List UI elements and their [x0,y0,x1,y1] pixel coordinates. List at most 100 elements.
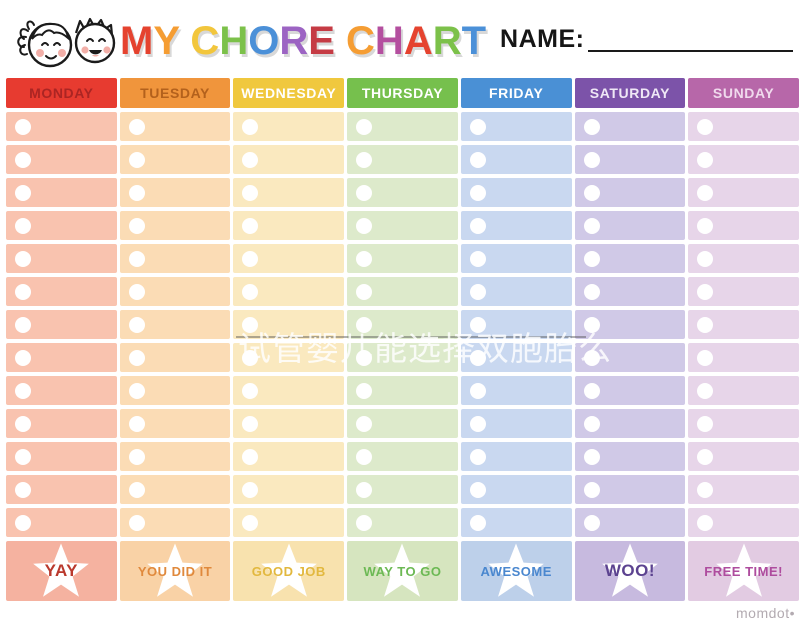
checkbox-circle[interactable] [583,250,600,267]
checkbox-circle[interactable] [128,481,145,498]
checkbox-circle[interactable] [469,184,486,201]
name-input-line[interactable] [588,28,793,52]
checkbox-circle[interactable] [242,448,259,465]
checkbox-circle[interactable] [128,382,145,399]
checkbox-circle[interactable] [128,118,145,135]
checkbox-circle[interactable] [697,481,714,498]
checkbox-circle[interactable] [15,217,31,234]
checkbox-circle[interactable] [697,316,714,333]
checkbox-circle[interactable] [15,151,31,168]
checkbox-circle[interactable] [583,349,600,366]
checkbox-circle[interactable] [583,217,600,234]
checkbox-circle[interactable] [469,217,486,234]
checkbox-circle[interactable] [583,151,600,168]
checkbox-circle[interactable] [242,283,259,300]
checkbox-circle[interactable] [469,514,486,531]
checkbox-circle[interactable] [128,448,145,465]
checkbox-circle[interactable] [697,382,714,399]
checkbox-circle[interactable] [469,481,486,498]
checkbox-circle[interactable] [356,250,373,267]
checkbox-circle[interactable] [583,514,600,531]
checkbox-circle[interactable] [469,316,486,333]
checkbox-circle[interactable] [469,151,486,168]
chore-cell [688,508,799,537]
checkbox-circle[interactable] [697,349,714,366]
checkbox-circle[interactable] [242,217,259,234]
checkbox-circle[interactable] [469,250,486,267]
checkbox-circle[interactable] [128,415,145,432]
checkbox-circle[interactable] [128,283,145,300]
reward-cell-thursday: WAY TO GO [347,541,458,601]
checkbox-circle[interactable] [697,514,714,531]
checkbox-circle[interactable] [15,481,31,498]
checkbox-circle[interactable] [356,316,373,333]
checkbox-circle[interactable] [583,382,600,399]
chore-cell [233,211,345,240]
checkbox-circle[interactable] [15,415,31,432]
checkbox-circle[interactable] [469,349,486,366]
chore-cell [119,442,231,471]
checkbox-circle[interactable] [356,151,373,168]
checkbox-circle[interactable] [356,415,373,432]
checkbox-circle[interactable] [242,481,259,498]
checkbox-circle[interactable] [242,118,259,135]
checkbox-circle[interactable] [15,349,31,366]
checkbox-circle[interactable] [15,184,31,201]
checkbox-circle[interactable] [128,349,145,366]
checkbox-circle[interactable] [128,250,145,267]
checkbox-circle[interactable] [697,250,714,267]
checkbox-circle[interactable] [356,514,373,531]
checkbox-circle[interactable] [469,448,486,465]
checkbox-circle[interactable] [697,283,714,300]
checkbox-circle[interactable] [583,448,600,465]
checkbox-circle[interactable] [356,184,373,201]
checkbox-circle[interactable] [356,217,373,234]
checkbox-circle[interactable] [242,349,259,366]
checkbox-circle[interactable] [15,448,31,465]
checkbox-circle[interactable] [356,448,373,465]
checkbox-circle[interactable] [583,184,600,201]
checkbox-circle[interactable] [583,118,600,135]
chore-cell [119,310,231,339]
checkbox-circle[interactable] [697,184,714,201]
checkbox-circle[interactable] [128,316,145,333]
checkbox-circle[interactable] [356,481,373,498]
checkbox-circle[interactable] [583,481,600,498]
chore-cell [574,112,686,141]
checkbox-circle[interactable] [128,184,145,201]
checkbox-circle[interactable] [242,250,259,267]
title-letter: C [346,19,375,63]
checkbox-circle[interactable] [469,415,486,432]
checkbox-circle[interactable] [697,415,714,432]
checkbox-circle[interactable] [583,316,600,333]
checkbox-circle[interactable] [128,151,145,168]
checkbox-circle[interactable] [15,250,31,267]
checkbox-circle[interactable] [697,217,714,234]
checkbox-circle[interactable] [15,514,31,531]
checkbox-circle[interactable] [469,118,486,135]
checkbox-circle[interactable] [15,118,31,135]
checkbox-circle[interactable] [356,349,373,366]
checkbox-circle[interactable] [356,283,373,300]
checkbox-circle[interactable] [697,118,714,135]
checkbox-circle[interactable] [128,217,145,234]
checkbox-circle[interactable] [697,151,714,168]
checkbox-circle[interactable] [15,283,31,300]
checkbox-circle[interactable] [583,283,600,300]
checkbox-circle[interactable] [356,118,373,135]
checkbox-circle[interactable] [15,316,31,333]
checkbox-circle[interactable] [15,382,31,399]
checkbox-circle[interactable] [242,151,259,168]
checkbox-circle[interactable] [242,415,259,432]
checkbox-circle[interactable] [697,448,714,465]
checkbox-circle[interactable] [356,382,373,399]
checkbox-circle[interactable] [242,316,259,333]
chore-cell [460,211,572,240]
checkbox-circle[interactable] [583,415,600,432]
checkbox-circle[interactable] [128,514,145,531]
checkbox-circle[interactable] [469,283,486,300]
checkbox-circle[interactable] [242,382,259,399]
checkbox-circle[interactable] [469,382,486,399]
checkbox-circle[interactable] [242,514,259,531]
checkbox-circle[interactable] [242,184,259,201]
